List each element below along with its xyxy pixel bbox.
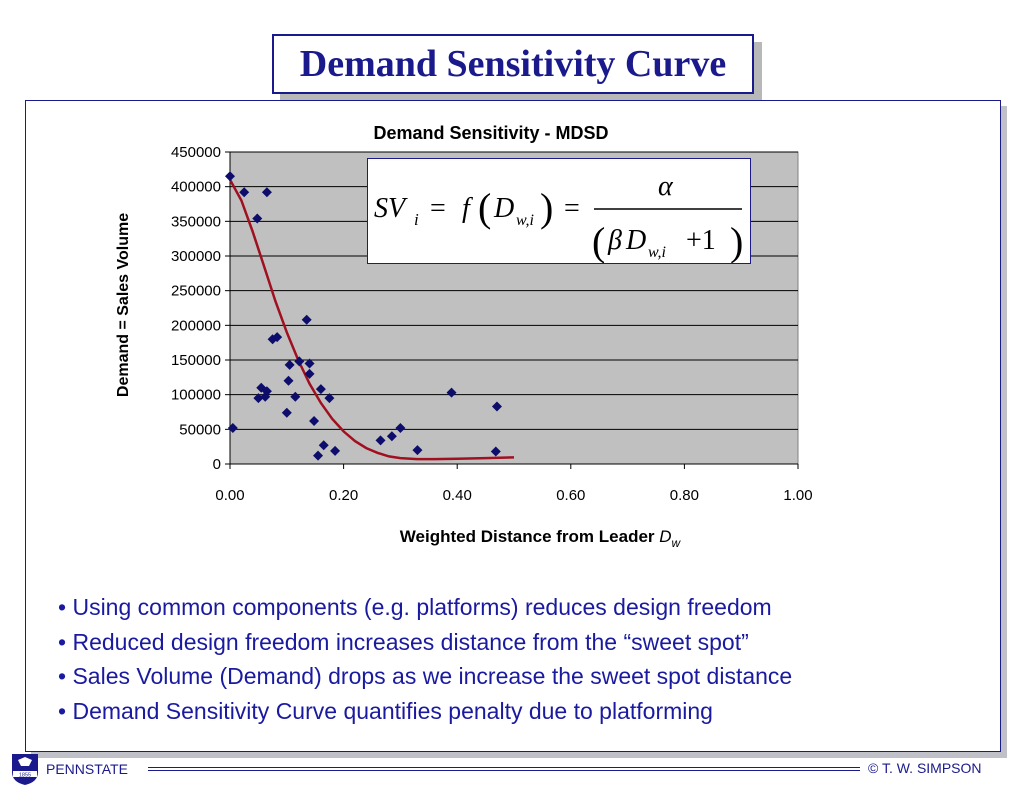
data-point [395,422,406,433]
y-tick-label: 300000 [171,248,221,265]
x-tick-label: 0.80 [670,487,699,504]
y-tick-label: 0 [213,456,221,473]
x-axis-ticks: 0.00 0.20 0.40 0.60 0.80 1.00 [215,463,813,504]
y-tick-label: 250000 [171,283,221,300]
data-point [446,387,457,398]
data-point [253,393,264,404]
data-point [318,440,329,451]
y-axis-ticks: 0 50000 100000 150000 200000 250000 300000 3500… [171,144,231,473]
formula-den-paren-open: ( [592,219,605,263]
formula-equals-2: = [564,193,580,224]
x-tick-label: 1.00 [783,487,812,504]
y-tick-label: 350000 [171,213,221,230]
data-point [386,431,397,442]
y-tick-label: 100000 [171,387,221,404]
data-point [313,450,324,461]
bullet-item: Reduced design freedom increases distanc… [58,625,792,660]
formula-den-paren-close: ) [730,219,743,263]
data-point [330,445,341,456]
bullet-item: Demand Sensitivity Curve quantifies pena… [58,694,792,729]
x-tick-label: 0.20 [329,487,358,504]
data-point [281,407,292,418]
data-point [283,375,294,386]
data-point [324,393,335,404]
x-tick-label: 0.60 [556,487,585,504]
formula-alpha: α [658,171,674,202]
data-point [227,422,238,433]
y-tick-label: 450000 [171,144,221,161]
data-point [284,359,295,370]
data-point [301,314,312,325]
x-axis-label-sub: w [672,536,682,550]
y-tick-label: 400000 [171,179,221,196]
formula-box: SV i = f ( D w,i ) = α ( β D w,i +1 ) [367,158,751,264]
y-tick-label: 200000 [171,317,221,334]
x-tick-label: 0.40 [443,487,472,504]
data-point [490,446,501,457]
data-point [375,435,386,446]
data-point [491,401,502,412]
fit-curve [228,179,515,461]
y-tick-label: 150000 [171,352,221,369]
formula-svg: SV i = f ( D w,i ) = α ( β D w,i +1 ) [374,171,743,264]
data-point [272,332,283,343]
x-tick-label: 0.00 [215,487,244,504]
x-axis-label-var: D [659,527,671,546]
slide-title: Demand Sensitivity Curve [299,43,727,85]
formula-plus-one: +1 [686,225,716,256]
data-point [290,391,301,402]
x-axis-label: Weighted Distance from Leader Dw [400,527,682,550]
y-axis-label: Demand = Sales Volume [115,213,132,397]
data-point [261,187,272,198]
formula-equals-1: = [430,193,446,224]
data-point [315,384,326,395]
footer-copyright: © T. W. SIMPSON [868,760,982,776]
data-point [309,416,320,427]
formula-beta: β [607,225,622,256]
data-points [225,171,502,461]
data-point [412,445,423,456]
footer-pennstate: PENNSTATE [46,761,128,777]
data-point [225,171,235,182]
formula-d: D [493,193,514,224]
formula-f: f [462,193,473,224]
slide-title-box: Demand Sensitivity Curve [272,34,754,94]
data-point [239,187,250,198]
footer-logo-group: 1855 PENNSTATE [10,752,128,786]
bullet-list: Using common components (e.g. platforms)… [58,590,792,728]
x-axis-label-text: Weighted Distance from Leader [400,527,659,546]
formula-lhs: SV [374,193,408,224]
svg-text:1855: 1855 [19,773,31,779]
data-point [260,391,271,402]
formula-den-d-sub: w,i [648,244,666,261]
pennstate-shield-icon: 1855 [12,754,38,785]
chart-title: Demand Sensitivity - MDSD [373,123,608,143]
formula-lhs-sub: i [414,210,419,229]
bullet-item: Using common components (e.g. platforms)… [58,590,792,625]
formula-paren-close: ) [540,185,553,230]
formula-d-sub: w,i [516,212,534,229]
data-point [304,358,315,369]
y-tick-label: 50000 [179,421,221,438]
data-point [252,213,263,224]
bullet-item: Sales Volume (Demand) drops as we increa… [58,659,792,694]
data-point [294,356,305,367]
formula-paren-open: ( [478,185,491,230]
formula-den-d: D [625,225,646,256]
footer-divider [148,767,860,771]
data-point [304,368,315,379]
